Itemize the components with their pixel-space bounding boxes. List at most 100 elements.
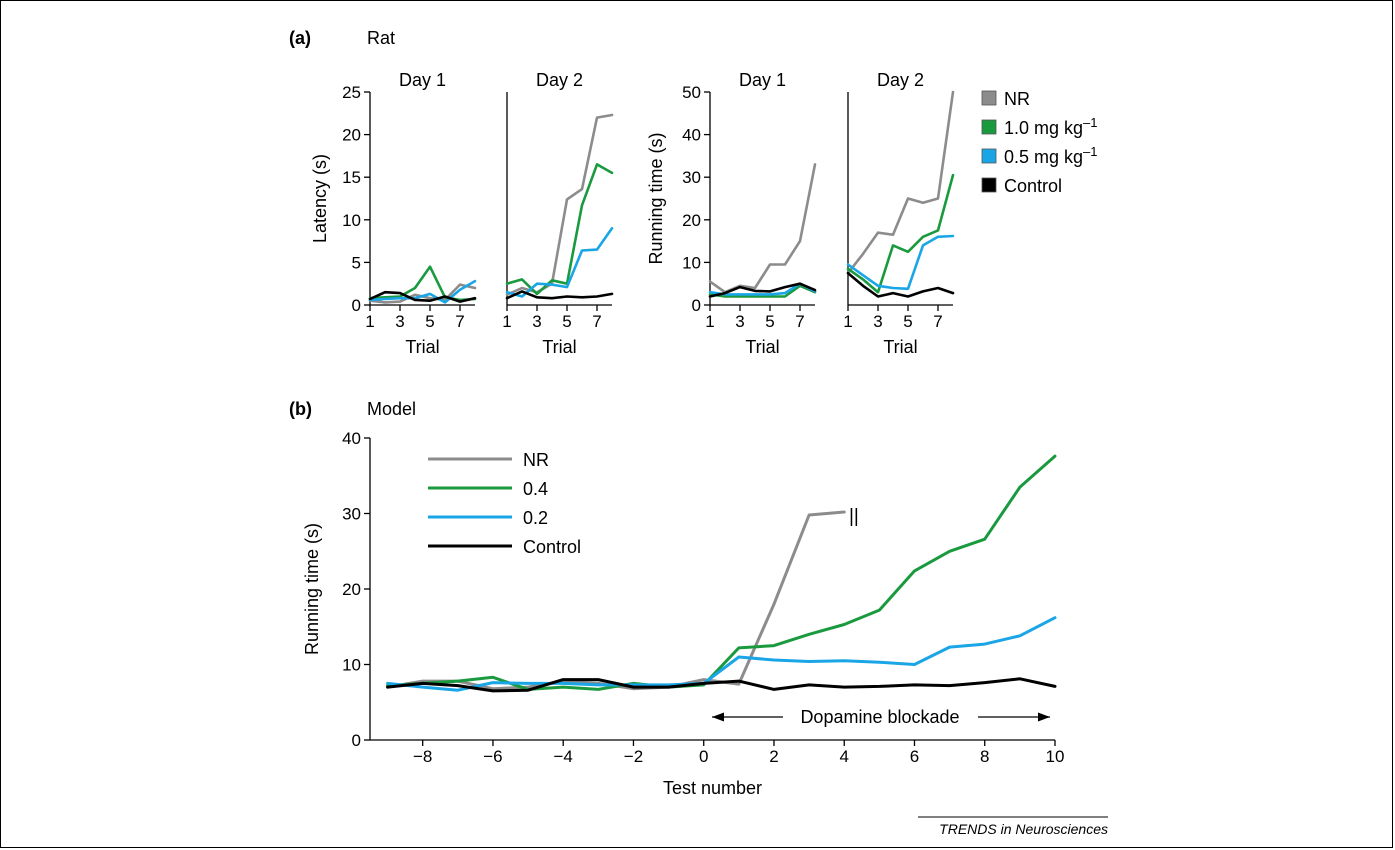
x-axis-label: Trial xyxy=(542,337,576,357)
x-axis-label: Trial xyxy=(883,337,917,357)
y-axis-label: Latency (s) xyxy=(310,154,330,243)
y-tick-label: 50 xyxy=(682,83,701,102)
x-tick-label: 2 xyxy=(769,747,778,766)
chart-1: 1 3 5 7 0 5 10 15 20 25 Day 1 Trial Latency (s) xyxy=(310,70,477,357)
y-tick-label: 15 xyxy=(342,168,361,187)
y-tick-label: 0 xyxy=(352,296,361,315)
chart-title: Day 2 xyxy=(877,70,924,90)
x-tick-label: 7 xyxy=(933,312,942,331)
credit-text: TRENDS in Neurosciences xyxy=(939,821,1108,837)
y-axis-label: Running time (s) xyxy=(646,132,666,264)
series-line-control xyxy=(386,677,1057,693)
x-axis-label: Trial xyxy=(745,337,779,357)
x-tick-label: 5 xyxy=(562,312,571,331)
x-tick-label: 1 xyxy=(502,312,511,331)
x-tick-label: 1 xyxy=(705,312,714,331)
y-tick-label: 0 xyxy=(352,731,361,750)
x-tick-label: 1 xyxy=(365,312,374,331)
legend-label-0-4: 0.4 xyxy=(523,479,548,499)
series-line-control xyxy=(846,271,955,298)
chart-title: Day 2 xyxy=(536,70,583,90)
x-tick-label: −2 xyxy=(624,747,643,766)
series-line-control xyxy=(708,282,817,298)
y-tick-label: 20 xyxy=(682,211,701,230)
x-tick-label: 4 xyxy=(839,747,848,766)
series-line-0-2 xyxy=(386,616,1057,692)
x-tick-label: 3 xyxy=(873,312,882,331)
y-tick-label: 25 xyxy=(342,83,361,102)
y-tick-label: 20 xyxy=(342,580,361,599)
x-tick-label: 0 xyxy=(699,747,708,766)
y-tick-label: 30 xyxy=(682,168,701,187)
x-axis-label: Trial xyxy=(405,337,439,357)
dopamine-blockade-annotation: Dopamine blockade xyxy=(712,707,1050,727)
chart-title: Day 1 xyxy=(399,70,446,90)
chart-2: 1 3 5 7 Day 2 Trial xyxy=(502,70,614,357)
x-tick-label: −6 xyxy=(483,747,502,766)
panel-b-title: Model xyxy=(367,399,416,419)
y-tick-label: 40 xyxy=(682,126,701,145)
chart-5: −8 −6 −4 −2 0 2 4 6 8 10 0 10 20 30 40 Test number Runni… xyxy=(302,429,1064,798)
x-tick-label: 7 xyxy=(795,312,804,331)
series-line-1-0-mg-kg-1 xyxy=(846,173,955,294)
x-tick-label: −4 xyxy=(554,747,573,766)
legend-label-control: Control xyxy=(523,537,581,557)
series-line-0-5-mg-kg-1 xyxy=(368,279,477,304)
blockade-label: Dopamine blockade xyxy=(800,707,959,727)
y-tick-label: 10 xyxy=(682,253,701,272)
x-tick-label: 5 xyxy=(765,312,774,331)
y-tick-label: 20 xyxy=(342,126,361,145)
series-line-nr xyxy=(846,90,955,275)
y-tick-label: 5 xyxy=(352,253,361,272)
legend-label-0-2: 0.2 xyxy=(523,508,548,528)
panel-a-label: (a) xyxy=(289,28,311,48)
series-line-control xyxy=(505,290,614,300)
x-tick-label: 3 xyxy=(532,312,541,331)
panel-a-title: Rat xyxy=(367,28,395,48)
x-tick-label: 1 xyxy=(843,312,852,331)
legend-swatch-nr xyxy=(981,90,997,106)
y-tick-label: 0 xyxy=(692,296,701,315)
series-line-nr xyxy=(386,510,846,691)
series-line-control xyxy=(368,290,477,303)
nr-break-mark: || xyxy=(849,506,859,527)
legend-label-0-5-mg-kg-1: 0.5 mg kg–1 xyxy=(1004,144,1098,167)
x-tick-label: 6 xyxy=(910,747,919,766)
legend-model: NR 0.4 0.2 Control xyxy=(428,450,581,557)
legend-swatch-1-0-mg-kg-1 xyxy=(981,119,997,135)
x-tick-label: 3 xyxy=(395,312,404,331)
chart-3: 1 3 5 7 0 10 20 30 40 50 Day 1 Trial Running time (s… xyxy=(646,70,817,357)
y-tick-label: 30 xyxy=(342,505,361,524)
chart-4: 1 3 5 7 Day 2 Trial xyxy=(843,70,955,357)
x-tick-label: 3 xyxy=(735,312,744,331)
legend-swatch-0-5-mg-kg-1 xyxy=(981,148,997,164)
legend-swatch-control xyxy=(981,177,997,193)
legend-label-nr: NR xyxy=(523,450,549,470)
x-tick-label: 5 xyxy=(903,312,912,331)
x-tick-label: 8 xyxy=(980,747,989,766)
x-axis-label: Test number xyxy=(663,778,762,798)
x-tick-label: 10 xyxy=(1046,747,1065,766)
y-tick-label: 10 xyxy=(342,656,361,675)
y-tick-label: 10 xyxy=(342,211,361,230)
blockade-arrow-left-head xyxy=(712,712,724,722)
blockade-arrow-right-head xyxy=(1038,712,1050,722)
y-axis-label: Running time (s) xyxy=(302,523,322,655)
chart-title: Day 1 xyxy=(739,70,786,90)
series-line-0-4 xyxy=(386,454,1057,691)
legend-label-1-0-mg-kg-1: 1.0 mg kg–1 xyxy=(1004,115,1098,138)
x-tick-label: 5 xyxy=(425,312,434,331)
y-tick-label: 40 xyxy=(342,429,361,448)
series-line-nr xyxy=(708,163,817,294)
x-tick-label: 7 xyxy=(455,312,464,331)
panel-b-label: (b) xyxy=(289,399,312,419)
series-line-0-5-mg-kg-1 xyxy=(846,234,955,291)
series-line-0-5-mg-kg-1 xyxy=(505,227,614,298)
series-line-nr xyxy=(505,113,614,297)
legend-label-control: Control xyxy=(1004,176,1062,196)
series-line-1-0-mg-kg-1 xyxy=(505,163,614,296)
legend-label-nr: NR xyxy=(1004,89,1030,109)
